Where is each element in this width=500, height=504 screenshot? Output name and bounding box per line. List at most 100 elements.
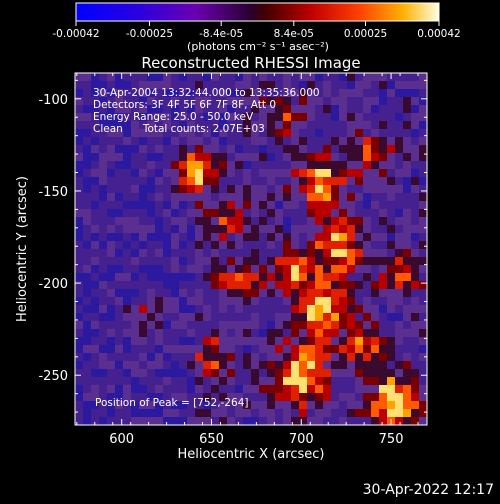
heatmap-cell (395, 225, 404, 234)
heatmap-cell (163, 89, 172, 98)
heatmap-cell (315, 377, 324, 386)
heatmap-cell (99, 161, 108, 170)
heatmap-cell (307, 393, 316, 402)
heatmap-cell (419, 97, 427, 106)
heatmap-cell (179, 113, 188, 122)
heatmap-cell (187, 377, 196, 386)
heatmap-cell (259, 217, 268, 226)
heatmap-cell (131, 321, 140, 330)
heatmap-cell (131, 345, 140, 354)
heatmap-cell (171, 281, 180, 290)
heatmap-cell (195, 209, 204, 218)
heatmap-cell (299, 289, 308, 298)
heatmap-cell (283, 177, 292, 186)
heatmap-cell (115, 193, 124, 202)
heatmap-cell (259, 161, 268, 170)
heatmap-cell (243, 361, 252, 370)
heatmap-cell (147, 169, 156, 178)
heatmap-cell (227, 417, 236, 425)
heatmap-cell (171, 401, 180, 410)
heatmap-cell (251, 193, 260, 202)
heatmap-cell (403, 153, 412, 162)
heatmap-cell (211, 97, 220, 106)
heatmap-cell (211, 265, 220, 274)
heatmap-cell (299, 105, 308, 114)
heatmap-cell (99, 241, 108, 250)
heatmap-cell (195, 121, 204, 130)
heatmap-cell (83, 305, 92, 314)
heatmap-cell (403, 225, 412, 234)
heatmap-cell (411, 153, 420, 162)
heatmap-cell (371, 97, 380, 106)
heatmap-cell (403, 257, 412, 266)
heatmap-cell (267, 353, 276, 362)
heatmap-cell (203, 169, 212, 178)
heatmap-cell (347, 153, 356, 162)
heatmap-cell (323, 105, 332, 114)
heatmap-cell (355, 233, 364, 242)
heatmap-cell (251, 345, 260, 354)
heatmap-cell (179, 417, 188, 425)
heatmap-cell (227, 273, 236, 282)
heatmap-cell (147, 209, 156, 218)
heatmap-cell (195, 241, 204, 250)
heatmap-cell (267, 313, 276, 322)
heatmap-cell (83, 417, 92, 425)
heatmap-cell (347, 73, 356, 82)
heatmap-cell (131, 257, 140, 266)
heatmap-cell (187, 129, 196, 138)
heatmap-cell (251, 401, 260, 410)
heatmap-cell (123, 73, 132, 82)
heatmap-cell (347, 217, 356, 226)
heatmap-cell (227, 193, 236, 202)
heatmap-cell (75, 265, 84, 274)
heatmap-cell (403, 265, 412, 274)
heatmap-cell (243, 369, 252, 378)
heatmap-cell (83, 233, 92, 242)
heatmap-cell (339, 161, 348, 170)
heatmap-cell (387, 169, 396, 178)
heatmap-cell (195, 401, 204, 410)
heatmap-cell (395, 297, 404, 306)
heatmap-cell (275, 305, 284, 314)
heatmap-cell (139, 193, 148, 202)
heatmap-cell (267, 193, 276, 202)
heatmap-cell (371, 321, 380, 330)
heatmap-cell (131, 145, 140, 154)
heatmap-cell (155, 185, 164, 194)
heatmap-cell (187, 193, 196, 202)
heatmap-cell (131, 113, 140, 122)
heatmap-cell (227, 329, 236, 338)
heatmap-cell (307, 401, 316, 410)
heatmap-cell (379, 161, 388, 170)
heatmap-cell (195, 377, 204, 386)
heatmap-cell (355, 329, 364, 338)
heatmap-cell (171, 345, 180, 354)
heatmap-cell (347, 225, 356, 234)
heatmap-cell (275, 249, 284, 258)
heatmap-cell (83, 329, 92, 338)
heatmap-cell (195, 89, 204, 98)
heatmap-cell (299, 369, 308, 378)
heatmap-cell (211, 113, 220, 122)
heatmap-cell (235, 233, 244, 242)
heatmap-cell (155, 265, 164, 274)
heatmap-cell (91, 73, 100, 82)
heatmap-cell (155, 353, 164, 362)
heatmap-cell (131, 129, 140, 138)
heatmap-cell (139, 377, 148, 386)
heatmap-cell (395, 153, 404, 162)
heatmap-cell (403, 377, 412, 386)
heatmap-cell (259, 129, 268, 138)
heatmap-cell (315, 337, 324, 346)
heatmap-cell (131, 369, 140, 378)
heatmap-cell (419, 137, 427, 146)
heatmap-cell (251, 73, 260, 82)
heatmap-cell (107, 305, 116, 314)
heatmap-cell (379, 409, 388, 418)
heatmap-cell (339, 177, 348, 186)
heatmap-cell (299, 345, 308, 354)
heatmap-cell (355, 153, 364, 162)
heatmap-cell (131, 161, 140, 170)
heatmap-cell (315, 161, 324, 170)
